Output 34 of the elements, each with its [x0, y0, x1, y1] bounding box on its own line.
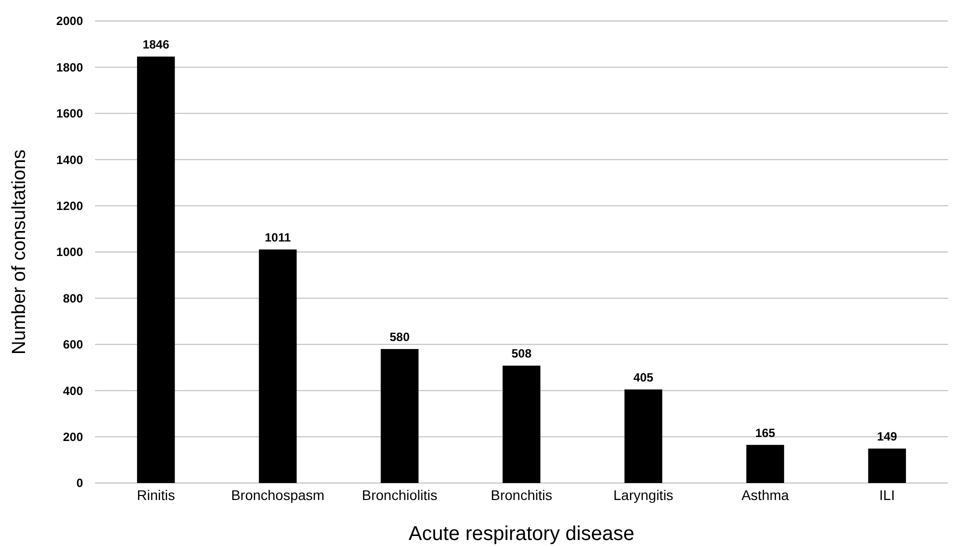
data-label: 1011: [264, 230, 292, 244]
bar: [868, 448, 906, 483]
bar: [258, 249, 297, 483]
x-tick-label: Bronchospasm: [231, 487, 324, 503]
y-tick-label: 400: [62, 384, 84, 398]
x-tick-label: Rinitis: [136, 487, 175, 503]
x-tick-label: ILI: [879, 487, 895, 503]
y-tick-label: 1200: [56, 199, 84, 213]
data-label: 1846: [142, 38, 170, 52]
bar: [502, 366, 540, 483]
y-tick-label: 200: [62, 430, 84, 444]
y-tick-label: 2000: [56, 14, 84, 28]
bar: [380, 349, 419, 483]
x-tick-label: Bronchiolitis: [362, 487, 438, 503]
y-tick-label: 600: [62, 338, 84, 352]
y-tick-label: 1000: [56, 245, 84, 260]
y-axis-title: Number of consultations: [9, 150, 30, 354]
bar: [137, 56, 175, 483]
data-label: 580: [390, 330, 410, 344]
x-axis-title: Acute respiratory disease: [408, 523, 634, 545]
y-tick-label: 800: [62, 291, 84, 306]
data-label: 508: [511, 346, 532, 361]
y-tick-label: 1800: [56, 60, 84, 74]
bar: [746, 444, 784, 483]
data-label: 405: [633, 370, 654, 384]
data-label: 165: [755, 426, 776, 440]
data-label: 149: [877, 430, 898, 444]
y-tick-label: 0: [76, 476, 84, 490]
y-tick-label: 1400: [56, 152, 84, 167]
x-tick-label: Bronchitis: [490, 487, 552, 503]
bar: [624, 389, 662, 483]
x-tick-label: Laryngitis: [613, 487, 674, 503]
x-tick-label: Asthma: [741, 487, 790, 503]
y-tick-label: 1600: [56, 106, 84, 121]
